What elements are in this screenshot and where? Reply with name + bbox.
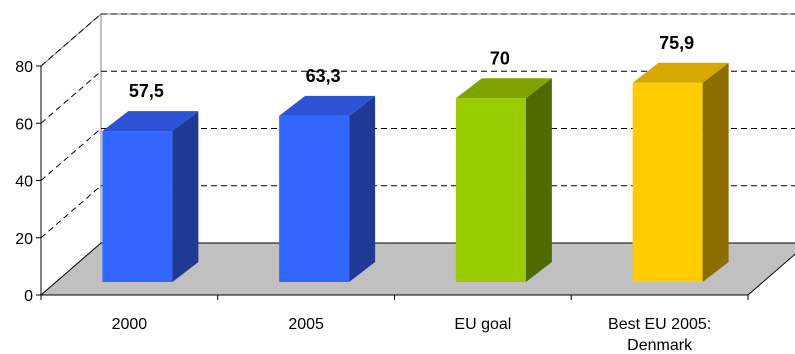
y-tick-label: 0 bbox=[24, 288, 33, 305]
gridline-left-wall bbox=[40, 13, 102, 67]
data-label: 70 bbox=[490, 48, 510, 68]
category-label-line: 2005 bbox=[288, 316, 324, 333]
bar-side bbox=[172, 111, 199, 282]
bar-top bbox=[455, 78, 552, 99]
bars bbox=[102, 62, 729, 283]
y-tick-label: 60 bbox=[15, 116, 33, 133]
bar bbox=[279, 95, 376, 283]
bar-front bbox=[279, 115, 350, 283]
gridline-left-wall bbox=[40, 128, 102, 181]
bar-front bbox=[455, 98, 526, 282]
category-label-line: 2000 bbox=[112, 316, 148, 333]
y-tick-label: 80 bbox=[15, 59, 33, 76]
bar bbox=[632, 62, 729, 283]
gridlines bbox=[40, 13, 795, 239]
bar-top bbox=[279, 95, 376, 116]
bar-top bbox=[102, 111, 199, 132]
bar bbox=[102, 111, 199, 282]
bar bbox=[455, 78, 552, 282]
bar-side bbox=[702, 62, 729, 283]
category-label-line: Denmark bbox=[627, 337, 693, 354]
bar-side bbox=[349, 95, 376, 283]
chart-floor bbox=[39, 242, 795, 296]
bar-front bbox=[102, 131, 173, 282]
data-label: 63,3 bbox=[306, 66, 341, 86]
bar-front bbox=[632, 82, 703, 282]
category-label: Best EU 2005: Denmark bbox=[608, 316, 711, 354]
gridline-left-wall bbox=[40, 185, 102, 239]
category-labels: 57,5 2000 63,3 2005 70 EU goal 75,9 Best EU 200… bbox=[112, 33, 712, 354]
bar-side bbox=[525, 78, 552, 282]
category-label: 2005 bbox=[288, 316, 324, 333]
floor-plane bbox=[39, 242, 795, 296]
category-label-line: EU goal bbox=[454, 316, 511, 333]
category-label: 2000 bbox=[112, 316, 148, 333]
y-tick-label: 20 bbox=[15, 231, 33, 248]
y-axis: 0 20 40 60 80 bbox=[15, 59, 749, 305]
data-label: 75,9 bbox=[659, 33, 694, 53]
y-tick-label: 40 bbox=[15, 174, 33, 191]
gridline-left-wall bbox=[40, 70, 102, 124]
category-label: EU goal bbox=[454, 316, 511, 333]
back-wall bbox=[41, 14, 795, 295]
data-label: 57,5 bbox=[129, 81, 164, 101]
bar-top bbox=[632, 62, 729, 83]
category-label-line: Best EU 2005: bbox=[608, 316, 711, 333]
